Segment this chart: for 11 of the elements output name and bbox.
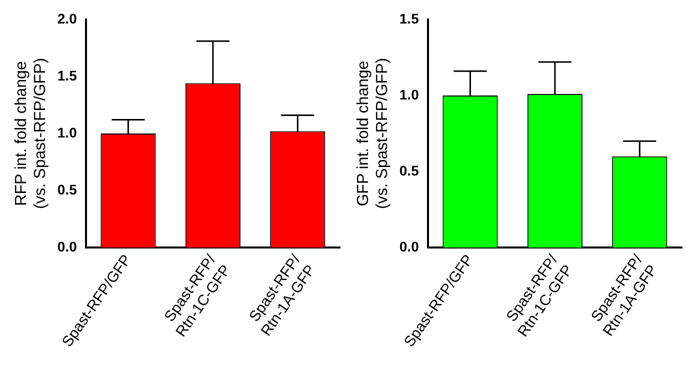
y-tick-label: 0.5 xyxy=(57,181,78,198)
y-tick-label: 2.0 xyxy=(57,10,78,26)
y-tick-label: 0.0 xyxy=(57,238,78,254)
y-tick-label: 0.5 xyxy=(399,162,420,178)
y-axis-title: RFP int. fold change (vs. Spast-RFP/GFP) xyxy=(13,58,50,210)
y-axis-title: GFP int. fold change (vs. Spast-RFP/GFP) xyxy=(355,58,392,210)
y-tick-label: 1.5 xyxy=(399,10,420,26)
y-tick-label: 1.0 xyxy=(399,86,420,102)
y-tick-label: 1.0 xyxy=(57,124,78,140)
y-tick-label: 1.5 xyxy=(57,67,78,84)
y-tick-label: 0.0 xyxy=(399,238,420,254)
